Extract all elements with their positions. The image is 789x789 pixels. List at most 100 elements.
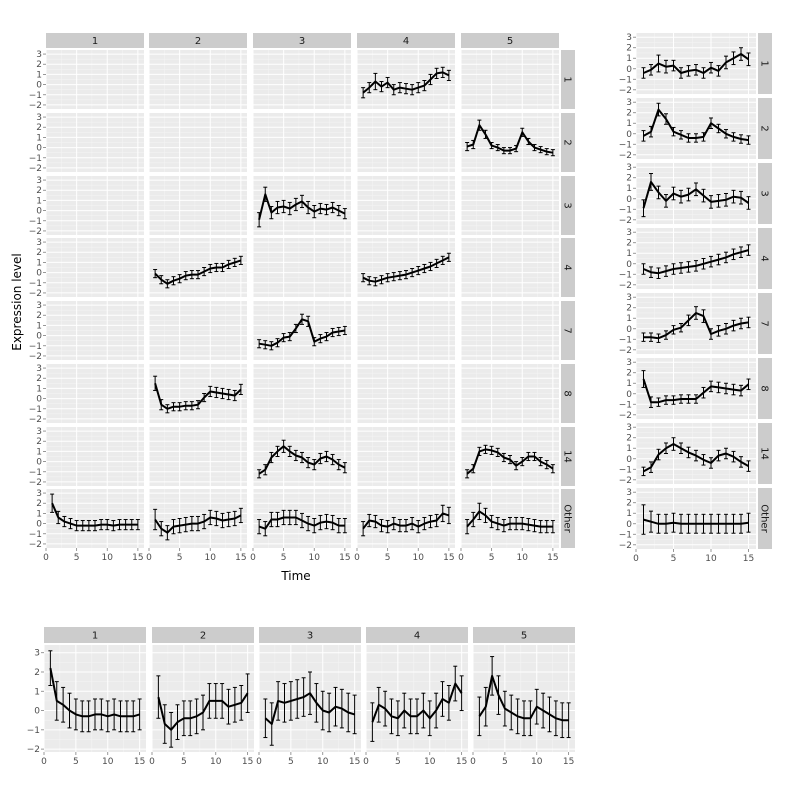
y-tick-label: 2 bbox=[626, 239, 632, 249]
panel-col-3-row-14 bbox=[252, 427, 351, 486]
y-tick-label: −1 bbox=[619, 205, 632, 215]
x-tick-label: 10 bbox=[205, 553, 217, 563]
y-tick-label: −1 bbox=[619, 335, 632, 345]
y-tick-label: −1 bbox=[29, 217, 42, 227]
y-tick-label: −2 bbox=[619, 86, 632, 96]
column-strip-label: 2 bbox=[195, 36, 201, 47]
y-tick-label: 2 bbox=[626, 434, 632, 444]
x-tick-label: 10 bbox=[531, 757, 543, 767]
panel-col-2-row-2 bbox=[148, 113, 247, 172]
column-strip bbox=[46, 33, 144, 48]
panel-col-5-row-14 bbox=[460, 427, 559, 486]
row-strip bbox=[561, 113, 575, 172]
y-tick-label: −1 bbox=[619, 465, 632, 475]
x-tick-label: 15 bbox=[563, 757, 574, 767]
y-tick-label: 0 bbox=[626, 195, 632, 205]
column-strip-label: 3 bbox=[307, 631, 313, 642]
x-tick-label: 5 bbox=[74, 553, 80, 563]
y-tick-label: 2 bbox=[36, 437, 42, 447]
series-line bbox=[466, 124, 554, 154]
y-tick-label: 0 bbox=[34, 707, 40, 717]
y-tick-label: 3 bbox=[626, 293, 632, 303]
x-tick-label: 0 bbox=[250, 553, 256, 563]
y-tick-label: −2 bbox=[619, 476, 632, 486]
y-axis-title: Expression level bbox=[10, 253, 24, 351]
panel-col-5-row-7 bbox=[460, 301, 559, 360]
y-tick-label: 3 bbox=[626, 488, 632, 498]
panel-col-2-row-7 bbox=[148, 301, 247, 360]
x-tick-label: 5 bbox=[288, 757, 294, 767]
series-line bbox=[258, 445, 346, 475]
x-tick-label: 10 bbox=[413, 553, 425, 563]
y-tick-label: 1 bbox=[34, 687, 40, 697]
x-tick-label: 10 bbox=[517, 553, 529, 563]
panel-col-5-row-2 bbox=[460, 113, 559, 172]
x-tick-label: 5 bbox=[502, 757, 508, 767]
panel-col-2-row-3 bbox=[148, 176, 247, 235]
column-strip bbox=[44, 627, 146, 643]
y-tick-label: 2 bbox=[626, 44, 632, 54]
x-tick-label: 15 bbox=[339, 553, 350, 563]
row-strip-label: 3 bbox=[759, 190, 770, 196]
y-tick-label: 2 bbox=[36, 123, 42, 133]
column-strip bbox=[473, 627, 575, 643]
row-strip bbox=[758, 423, 772, 484]
y-tick-label: −2 bbox=[619, 216, 632, 226]
x-tick-label: 10 bbox=[705, 554, 717, 564]
y-tick-label: 1 bbox=[36, 321, 42, 331]
y-tick-label: 3 bbox=[36, 176, 42, 186]
x-tick-label: 0 bbox=[146, 553, 152, 563]
y-tick-label: 3 bbox=[36, 113, 42, 123]
series-line bbox=[643, 312, 749, 340]
x-tick-label: 15 bbox=[132, 553, 143, 563]
series-line bbox=[466, 448, 554, 475]
y-tick-label: 2 bbox=[36, 186, 42, 196]
x-tick-label: 15 bbox=[242, 757, 253, 767]
y-tick-label: −1 bbox=[619, 270, 632, 280]
panel-col-3-row-8 bbox=[252, 364, 351, 423]
y-tick-label: 1 bbox=[626, 314, 632, 324]
column-strip bbox=[366, 627, 468, 643]
y-tick-label: 0 bbox=[36, 269, 42, 279]
series-line bbox=[642, 378, 750, 404]
panel-col-4-row-8 bbox=[356, 364, 455, 423]
x-tick-label: 15 bbox=[235, 553, 246, 563]
y-tick-label: 1 bbox=[626, 509, 632, 519]
panel-col-5-row-other: 0 5 10 15 bbox=[458, 489, 559, 563]
y-tick-label: 1 bbox=[626, 444, 632, 454]
column-strip-label: 5 bbox=[521, 631, 527, 642]
y-tick-label: 1 bbox=[626, 249, 632, 259]
column-strip-label: 5 bbox=[507, 36, 513, 47]
series-line bbox=[642, 180, 750, 209]
y-tick-label: 0 bbox=[626, 130, 632, 140]
y-tick-label: 2 bbox=[626, 174, 632, 184]
x-tick-label: 15 bbox=[743, 554, 754, 564]
y-tick-label: −2 bbox=[29, 164, 42, 174]
y-tick-label: −1 bbox=[29, 468, 42, 478]
panel-col-3-row-other: 0 5 10 15 bbox=[250, 489, 351, 563]
series-line bbox=[154, 259, 242, 285]
row-strip-label: 8 bbox=[562, 390, 573, 396]
row-strip bbox=[561, 489, 575, 548]
x-tick-label: 0 bbox=[41, 757, 47, 767]
panel-col-3-row-3 bbox=[252, 176, 351, 235]
y-tick-label: −1 bbox=[27, 726, 40, 736]
y-tick-label: 3 bbox=[36, 301, 42, 311]
row-strip bbox=[561, 364, 575, 423]
series-line bbox=[51, 502, 138, 527]
row-strip-label: 4 bbox=[562, 264, 573, 270]
x-tick-label: 15 bbox=[443, 553, 454, 563]
bottom-panel-col-5: 0 5 10 15 bbox=[470, 645, 575, 767]
x-tick-label: 15 bbox=[456, 757, 467, 767]
series-line bbox=[643, 53, 750, 74]
y-tick-label: −2 bbox=[619, 151, 632, 161]
y-tick-label: 0 bbox=[36, 81, 42, 91]
panel-col-5-row-8 bbox=[460, 364, 559, 423]
panel-col-5-row-1 bbox=[460, 50, 559, 109]
series-line bbox=[643, 249, 749, 275]
row-strip bbox=[561, 50, 575, 109]
x-tick-label: 10 bbox=[102, 757, 114, 767]
